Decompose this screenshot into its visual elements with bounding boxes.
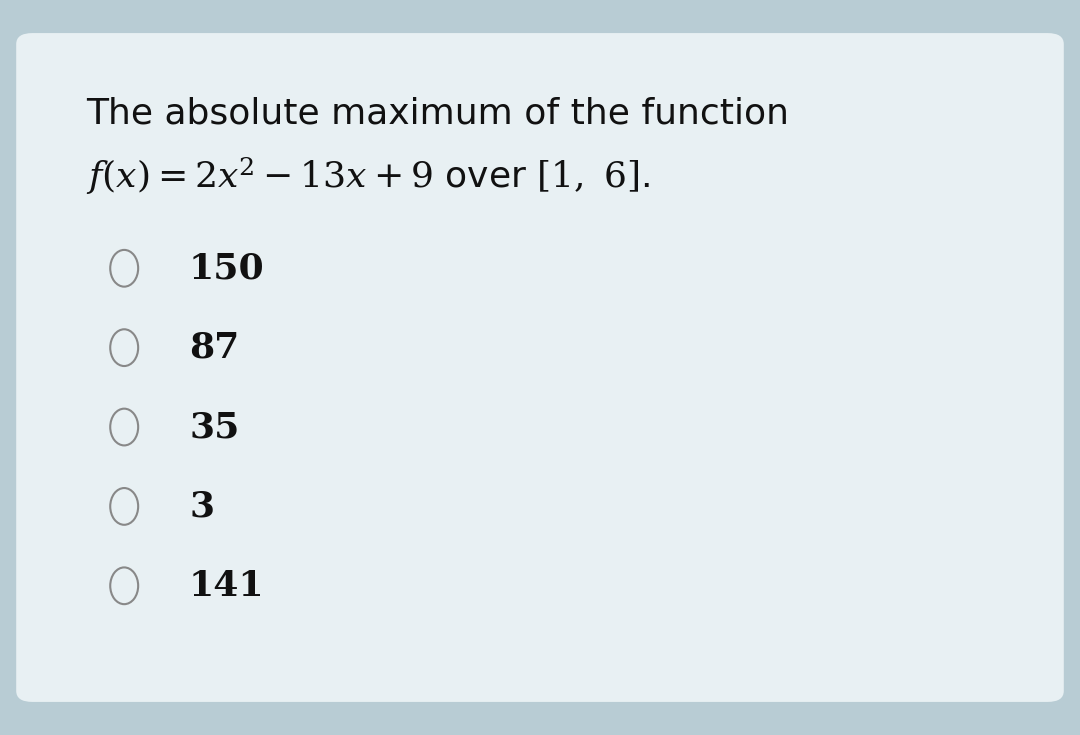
Text: The absolute maximum of the function: The absolute maximum of the function xyxy=(86,97,789,131)
Text: 87: 87 xyxy=(189,331,240,365)
Text: 141: 141 xyxy=(189,569,265,603)
Text: 3: 3 xyxy=(189,490,214,523)
Text: 150: 150 xyxy=(189,251,265,285)
Text: 35: 35 xyxy=(189,410,240,444)
Text: $f(x) = 2x^2 - 13x + 9$ over $[1,\ 6]$.: $f(x) = 2x^2 - 13x + 9$ over $[1,\ 6]$. xyxy=(86,156,650,197)
